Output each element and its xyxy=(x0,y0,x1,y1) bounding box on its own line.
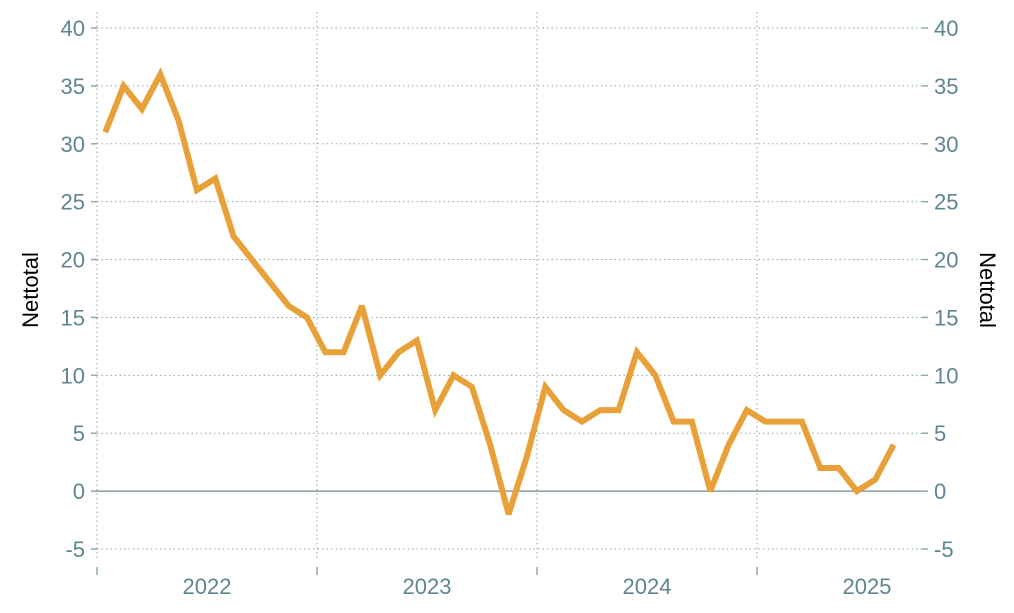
y-tick-label: 0 xyxy=(73,479,85,504)
y-tick-label: 25 xyxy=(61,190,85,215)
y-tick-label: 30 xyxy=(61,132,85,157)
series xyxy=(105,74,894,514)
grid xyxy=(97,12,922,559)
series-line xyxy=(105,74,893,514)
y-tick-label: 10 xyxy=(934,363,958,388)
y-tick-label: 25 xyxy=(934,190,958,215)
x-axis: 2022 2023 2024 2025 xyxy=(97,567,891,599)
y-tick-label: 35 xyxy=(61,74,85,99)
y-tick-label: 20 xyxy=(934,248,958,273)
y-tick-label: -5 xyxy=(934,537,954,562)
y-axis-right: -5 0 5 10 15 20 25 30 35 40 xyxy=(922,16,958,562)
y-tick-label: -5 xyxy=(65,537,85,562)
y-tick-label: 15 xyxy=(934,305,958,330)
y-tick-label: 35 xyxy=(934,74,958,99)
y-tick-label: 5 xyxy=(934,421,946,446)
y-tick-label: 5 xyxy=(73,421,85,446)
y-tick-label: 15 xyxy=(61,305,85,330)
x-tick-label: 2022 xyxy=(183,574,232,599)
y-tick-label: 20 xyxy=(61,248,85,273)
x-tick-label: 2025 xyxy=(843,574,892,599)
y-axis-label-right: Nettotal xyxy=(975,252,1000,328)
y-tick-label: 10 xyxy=(61,363,85,388)
x-tick-label: 2024 xyxy=(623,574,672,599)
y-tick-label: 30 xyxy=(934,132,958,157)
y-axis-label-left: Nettotal xyxy=(18,252,43,328)
y-axis-left: -5 0 5 10 15 20 25 30 35 40 xyxy=(61,16,97,562)
y-tick-label: 40 xyxy=(934,16,958,41)
x-tick-label: 2023 xyxy=(403,574,452,599)
y-tick-label: 40 xyxy=(61,16,85,41)
y-tick-label: 0 xyxy=(934,479,946,504)
